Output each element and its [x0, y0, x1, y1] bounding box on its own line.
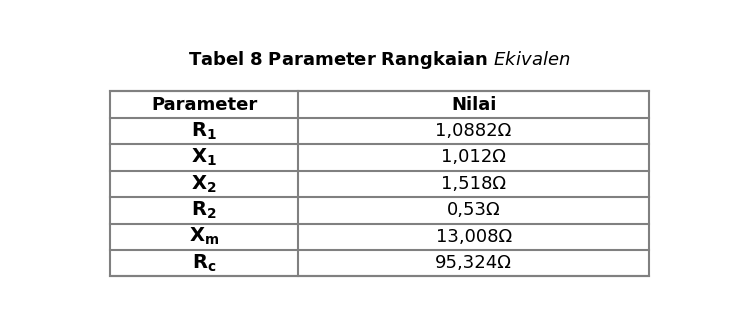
Text: $\mathbf{Tabel\ 8\ Parameter\ Rangkaian\ }$$\mathbf{\it{Ekivalen}}$: $\mathbf{Tabel\ 8\ Parameter\ Rangkaian\…: [188, 49, 571, 71]
Text: 1,518Ω: 1,518Ω: [441, 175, 506, 193]
Text: $\mathbf{R_{c}}$: $\mathbf{R_{c}}$: [192, 252, 216, 274]
Text: Nilai: Nilai: [451, 96, 497, 114]
Text: 1,012Ω: 1,012Ω: [441, 149, 506, 167]
Text: $\mathbf{X_{2}}$: $\mathbf{X_{2}}$: [191, 173, 217, 195]
Text: 0,53Ω: 0,53Ω: [447, 201, 500, 219]
Text: $\mathbf{R_{1}}$: $\mathbf{R_{1}}$: [191, 120, 217, 142]
Text: $\mathbf{R_{2}}$: $\mathbf{R_{2}}$: [191, 200, 217, 221]
Text: 95,324Ω: 95,324Ω: [435, 254, 512, 272]
Text: 1,0882Ω: 1,0882Ω: [435, 122, 512, 140]
Text: $\mathbf{X_{1}}$: $\mathbf{X_{1}}$: [191, 147, 217, 168]
Text: 13,008Ω: 13,008Ω: [436, 228, 511, 246]
Text: Parameter: Parameter: [151, 96, 258, 114]
Text: $\mathbf{X_{m}}$: $\mathbf{X_{m}}$: [189, 226, 219, 247]
